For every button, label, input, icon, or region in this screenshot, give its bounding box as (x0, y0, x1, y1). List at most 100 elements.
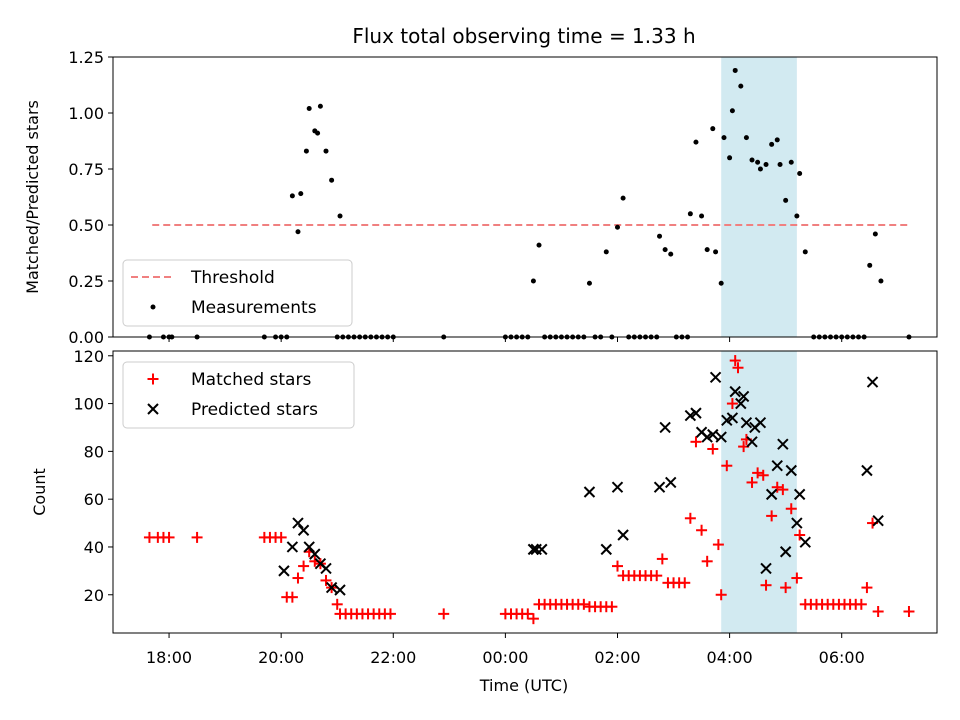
measurement-point (872, 231, 878, 237)
x-tick-label: 04:00 (707, 648, 753, 667)
predicted-star-point (861, 464, 873, 477)
measurement-point (802, 249, 808, 255)
measurement-point (687, 211, 693, 217)
predicted-star-point (617, 529, 629, 541)
matched-star-point (903, 605, 915, 617)
matched-star-point (701, 555, 713, 567)
predicted-star-point (726, 412, 739, 424)
matched-star-point (752, 467, 764, 479)
measurement-point (721, 135, 727, 141)
matched-star-point (712, 539, 724, 551)
matched-star-point (732, 362, 744, 374)
legend-matched-swatch (147, 373, 159, 385)
measurement-point (797, 170, 803, 176)
measurement-point (298, 191, 304, 197)
predicted-star-point (527, 543, 540, 556)
predicted-star-point (735, 397, 747, 410)
matched-star-point (707, 443, 719, 455)
y-tick-label: 40 (84, 538, 104, 557)
measurement-point (738, 83, 744, 89)
y-tick-label: 80 (84, 442, 104, 461)
measurement-point (878, 278, 884, 284)
y-tick-label: 100 (73, 395, 104, 414)
count-y-axis-label: Count (30, 468, 49, 516)
x-tick-label: 20:00 (258, 648, 304, 667)
measurement-point (710, 126, 716, 132)
matched-star-point (785, 503, 797, 515)
matched-star-point (275, 531, 287, 543)
predicted-star-point (777, 438, 789, 450)
matched-star-point (292, 572, 304, 584)
matched-star-point (163, 531, 175, 543)
predicted-star-points (278, 371, 884, 596)
measurement-point (303, 148, 309, 154)
legend-measurement-label: Measurements (191, 298, 317, 318)
predicted-star-point (791, 517, 803, 529)
matched-star-point (191, 531, 203, 543)
measurement-point (867, 262, 873, 268)
measurement-point (693, 139, 699, 145)
measurement-point (757, 166, 763, 172)
predicted-star-point (872, 514, 884, 527)
count-y-ticks: 20 40 60 80 100 120 (73, 347, 113, 605)
y-tick-label: 0.75 (68, 160, 104, 179)
matched-star-point (522, 608, 534, 620)
matched-star-point (438, 608, 450, 620)
matched-star-point (771, 481, 783, 493)
predicted-star-point (665, 476, 677, 489)
measurement-point (603, 249, 609, 255)
matched-star-point (780, 582, 792, 594)
measurement-point (614, 224, 620, 230)
matched-star-point (715, 589, 727, 601)
predicted-star-point (746, 436, 758, 448)
matched-star-point (331, 598, 343, 610)
measurement-point (727, 155, 733, 161)
measurement-point (774, 137, 780, 143)
predicted-star-point (536, 543, 548, 556)
matched-star-point (729, 355, 741, 367)
measurement-point (777, 162, 783, 168)
predicted-star-point (286, 541, 299, 553)
matched-star-point (611, 560, 623, 572)
y-tick-label: 0.25 (68, 272, 104, 291)
predicted-star-point (771, 460, 783, 472)
matched-star-point (760, 579, 772, 591)
predicted-star-point (690, 407, 702, 419)
ratio-y-axis-label: Matched/Predicted stars (23, 100, 42, 294)
ratio-legend-box (122, 259, 353, 327)
matched-star-point (527, 613, 539, 625)
predicted-star-point (292, 517, 304, 529)
matched-star-point (746, 476, 758, 488)
predicted-star-point (785, 464, 797, 477)
matched-star-point (696, 524, 708, 536)
y-tick-label: 0.50 (68, 216, 104, 235)
matched-star-point (721, 460, 733, 472)
predicted-star-point (278, 565, 290, 577)
count-x-ticks: 18:00 20:00 22:00 00:00 02:00 04:00 06:00 (146, 633, 865, 667)
ratio-panel: Flux total observing time = 1.33 h 0.000… (23, 24, 938, 347)
legend-predicted-swatch (147, 403, 159, 415)
measurement-point (323, 148, 329, 154)
predicted-star-point (737, 390, 750, 403)
matched-star-point (766, 510, 778, 522)
measurement-point (315, 130, 321, 136)
predicted-star-point (760, 562, 772, 575)
measurement-point (662, 247, 668, 253)
count-axes-frame (112, 350, 938, 634)
measurement-point (295, 229, 301, 235)
ratio-y-ticks: 0.00 0.25 0.50 0.75 1.00 1.25 (68, 48, 113, 347)
predicted-star-point (334, 584, 346, 596)
predicted-star-point (729, 385, 741, 398)
y-tick-label: 0.00 (68, 328, 104, 347)
matched-star-point (679, 577, 691, 589)
predicted-star-point (715, 431, 727, 443)
y-tick-label: 60 (84, 490, 104, 509)
predicted-star-point (799, 536, 811, 548)
measurement-point (657, 233, 663, 239)
x-tick-label: 06:00 (819, 648, 865, 667)
y-tick-label: 20 (84, 586, 104, 605)
count-panel: 20 40 60 80 100 120 18:00 20:00 22:00 00:00 02:00… (30, 347, 938, 695)
count-legend: Matched stars Predicted stars (122, 361, 355, 429)
measurement-point (586, 280, 592, 286)
